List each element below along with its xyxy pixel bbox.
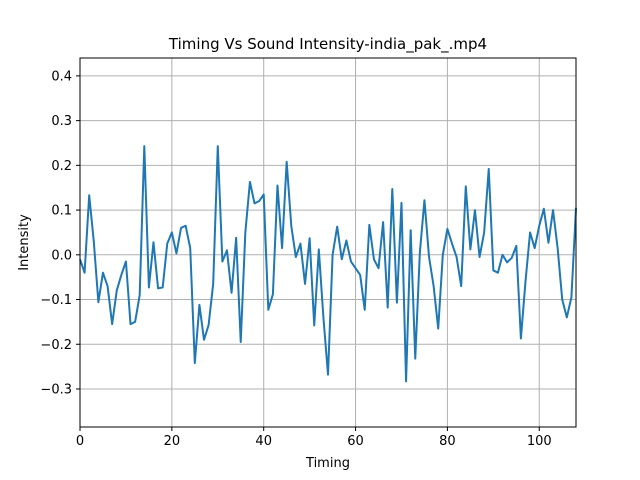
y-axis-label: Intensity xyxy=(17,214,32,271)
x-tick-label: 100 xyxy=(527,434,552,449)
y-tick-label: 0.1 xyxy=(51,204,72,219)
axis-ticks: 0 20 40 60 80 100 −0.3 −0.2 −0.1 0.0 0.1 0.2 0.3 0.4 xyxy=(40,69,551,449)
y-tick-label: 0.3 xyxy=(51,114,72,129)
y-tick-label: −0.3 xyxy=(40,382,72,397)
y-tick-label: −0.1 xyxy=(40,293,72,308)
chart-title: Timing Vs Sound Intensity-india_pak_.mp4 xyxy=(168,35,487,54)
x-tick-label: 20 xyxy=(164,434,181,449)
x-axis-label: Timing xyxy=(305,456,350,471)
x-tick-label: 40 xyxy=(255,434,272,449)
x-tick-label: 80 xyxy=(439,434,456,449)
x-tick-label: 0 xyxy=(76,434,84,449)
y-tick-label: 0.2 xyxy=(51,159,72,174)
plot-frame xyxy=(79,57,577,428)
grid-lines xyxy=(79,58,576,427)
x-tick-label: 60 xyxy=(347,434,364,449)
y-tick-label: 0.4 xyxy=(51,69,72,84)
y-tick-label: 0.0 xyxy=(51,248,72,263)
y-tick-label: −0.2 xyxy=(40,338,72,353)
series-layer xyxy=(79,145,577,383)
intensity-series-line xyxy=(79,145,577,383)
